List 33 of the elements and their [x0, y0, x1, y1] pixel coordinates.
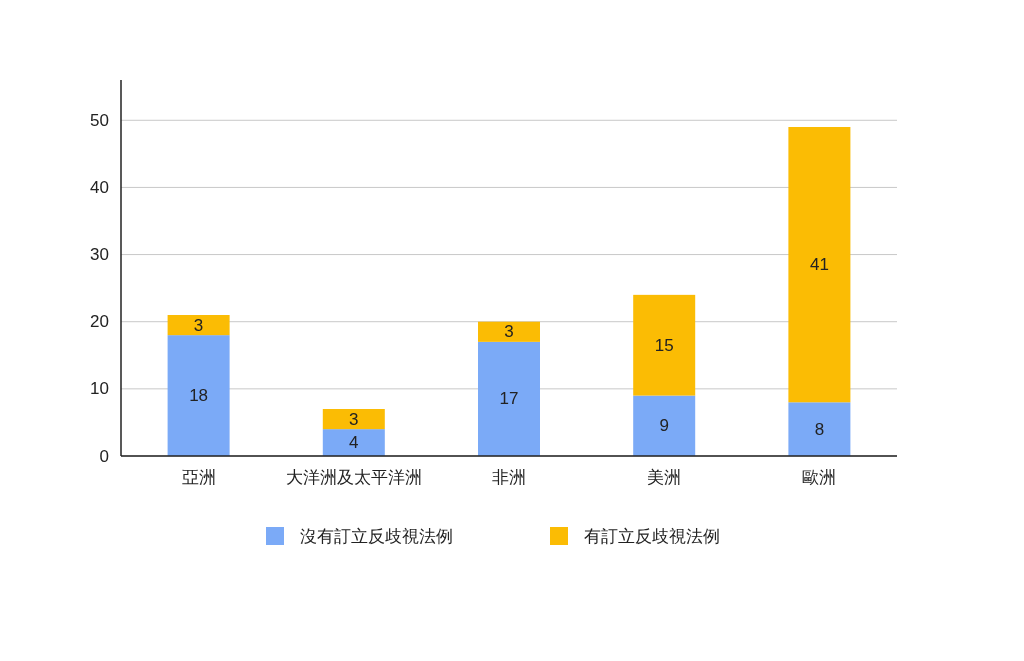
xtick: 歐洲 — [802, 467, 837, 487]
data-label: 41 — [809, 255, 829, 275]
ytick: 0 — [99, 446, 109, 466]
ytick: 50 — [90, 110, 109, 130]
data-label: 3 — [504, 322, 514, 342]
ytick: 40 — [90, 177, 109, 197]
bar — [788, 127, 851, 403]
bar — [167, 335, 230, 456]
ytick: 30 — [90, 245, 109, 265]
bar — [788, 402, 851, 456]
data-label: 15 — [654, 335, 674, 355]
legend-label: 沒有訂立反歧視法例 — [300, 526, 453, 546]
bar — [322, 409, 385, 430]
xtick: 大洋洲及太平洋洲 — [285, 467, 422, 487]
data-label: 4 — [349, 433, 359, 453]
data-label: 18 — [189, 386, 209, 406]
bar — [167, 315, 230, 336]
data-label: 3 — [193, 315, 204, 335]
xtick: 亞洲 — [181, 467, 216, 487]
bar — [633, 395, 696, 456]
data-label: 3 — [349, 409, 359, 429]
data-label: 9 — [659, 416, 669, 436]
bar — [633, 294, 696, 396]
bar — [478, 321, 540, 342]
bar — [322, 429, 385, 456]
data-label: 8 — [814, 419, 825, 439]
data-label: 17 — [499, 389, 519, 409]
bar — [478, 341, 540, 456]
ytick: 20 — [90, 312, 109, 332]
ytick: 10 — [90, 379, 109, 399]
xtick: 非洲 — [492, 467, 526, 487]
xtick: 美洲 — [647, 467, 682, 487]
legend-label: 有訂立反歧視法例 — [584, 526, 720, 546]
